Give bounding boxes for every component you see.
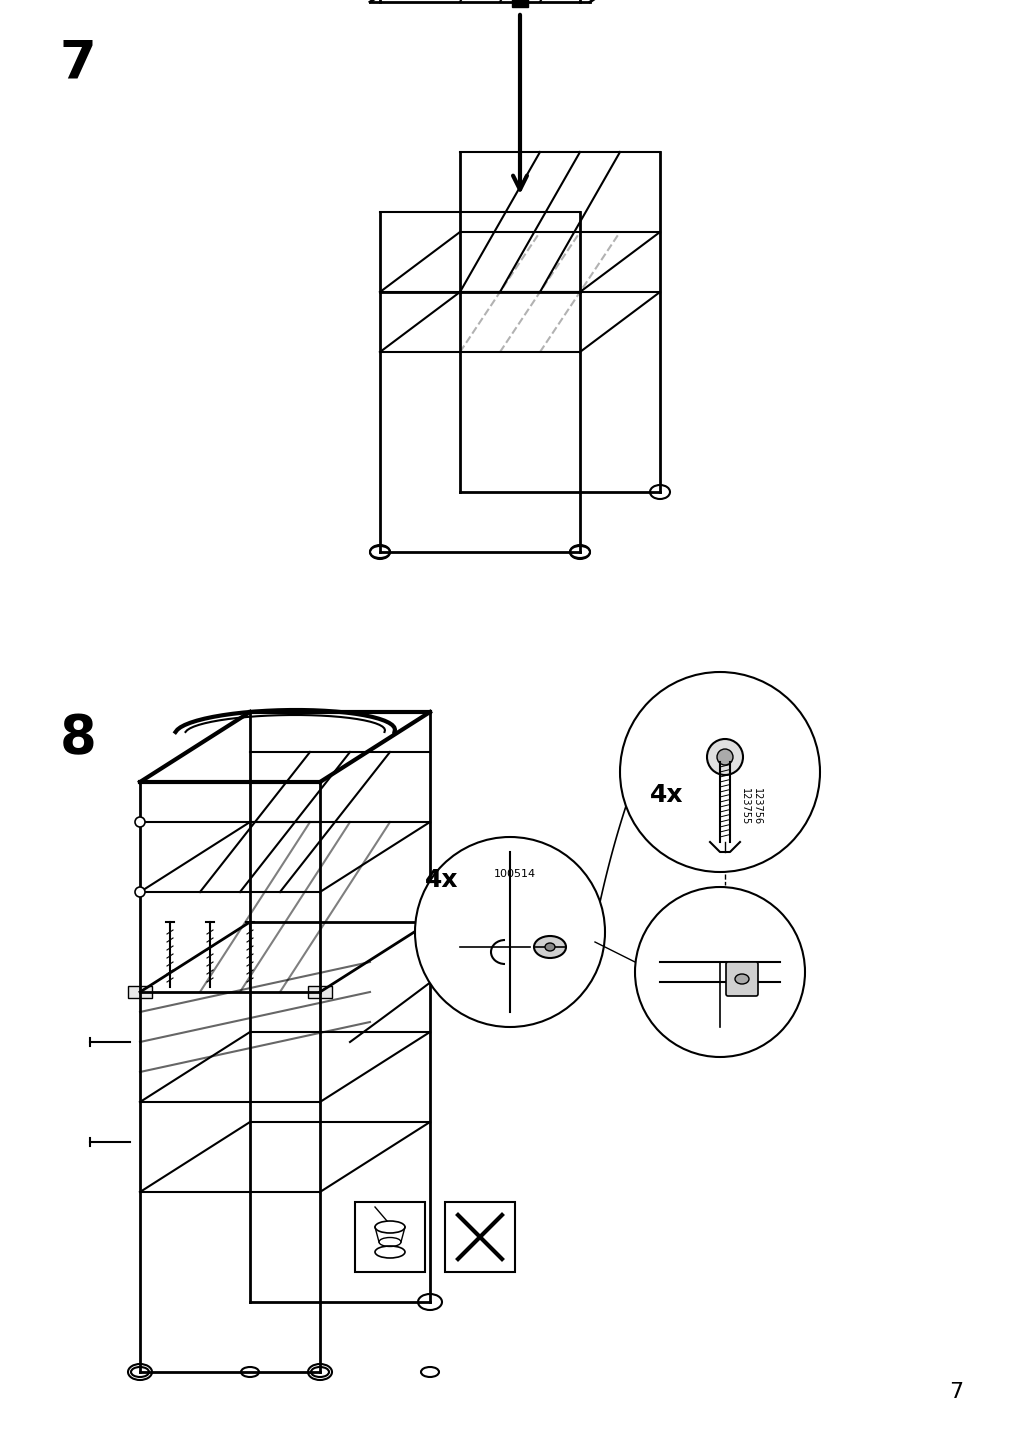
Text: 4x: 4x <box>649 783 682 808</box>
Circle shape <box>620 672 819 872</box>
FancyBboxPatch shape <box>445 1201 515 1272</box>
FancyBboxPatch shape <box>725 962 757 997</box>
Text: 7: 7 <box>60 37 97 89</box>
Text: 8: 8 <box>60 712 97 765</box>
FancyBboxPatch shape <box>355 1201 425 1272</box>
Text: 4x: 4x <box>425 868 458 892</box>
Text: 7: 7 <box>948 1382 962 1402</box>
FancyBboxPatch shape <box>307 987 332 998</box>
Ellipse shape <box>734 974 748 984</box>
Circle shape <box>716 749 732 765</box>
Ellipse shape <box>545 944 554 951</box>
Text: 100514: 100514 <box>493 869 536 879</box>
Circle shape <box>634 886 804 1057</box>
Text: 123755: 123755 <box>739 789 749 826</box>
Circle shape <box>707 739 742 775</box>
Circle shape <box>134 818 145 828</box>
FancyBboxPatch shape <box>127 987 152 998</box>
FancyBboxPatch shape <box>512 0 528 7</box>
Circle shape <box>134 886 145 896</box>
Circle shape <box>415 836 605 1027</box>
Ellipse shape <box>534 937 565 958</box>
Text: 123756: 123756 <box>751 789 761 826</box>
